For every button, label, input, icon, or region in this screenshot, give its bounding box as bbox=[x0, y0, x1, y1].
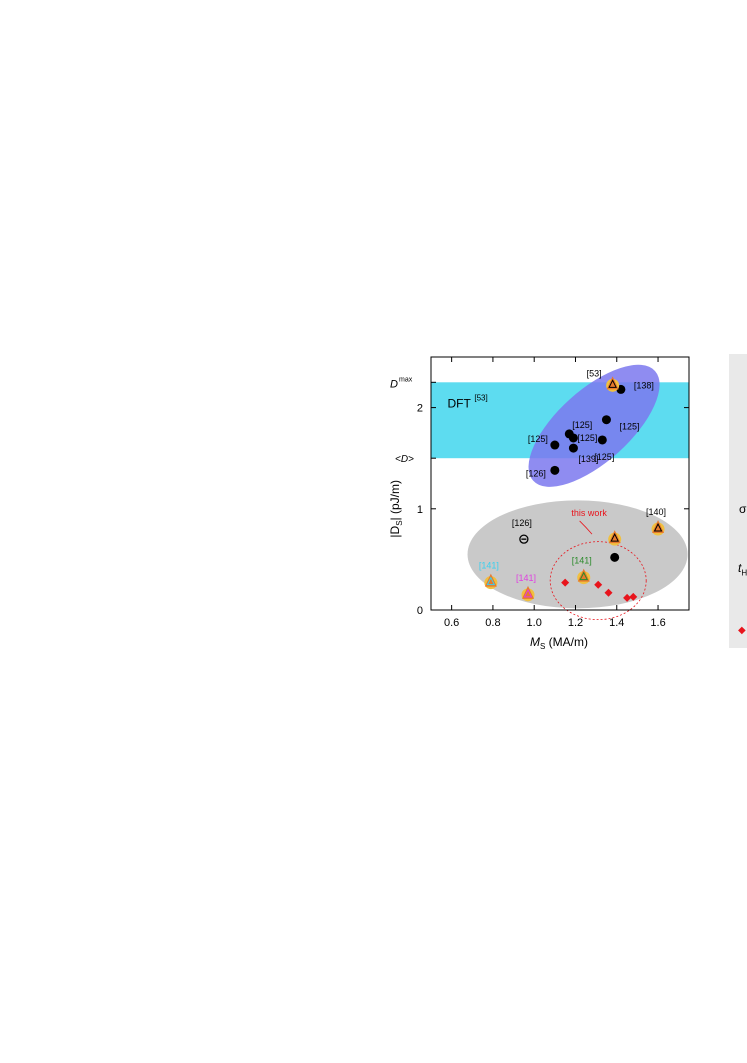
y-tick-label: 2 bbox=[417, 403, 423, 415]
legend-sigma: σ bbox=[739, 502, 747, 516]
data-point-label: [125] bbox=[594, 452, 614, 462]
legend-panel: σ tH ◆ bbox=[729, 354, 747, 648]
gray-region-ellipse bbox=[467, 500, 688, 609]
data-point-open-circle bbox=[519, 534, 529, 544]
legend-diamond-symbol: ◆ bbox=[738, 625, 746, 636]
data-point-diamond bbox=[561, 578, 570, 587]
data-point-label: [141] bbox=[516, 573, 536, 583]
x-tick-label: 1.6 bbox=[650, 617, 665, 629]
plot-frame bbox=[430, 356, 690, 611]
data-point-triangle-inner bbox=[653, 522, 663, 532]
data-point-filled-circle bbox=[568, 443, 578, 453]
x-tick-label: 1.0 bbox=[527, 617, 542, 629]
dft-band-label: DFT bbox=[448, 397, 472, 411]
data-point-filled-circle bbox=[568, 433, 578, 443]
data-point-triangle-inner bbox=[523, 588, 533, 598]
y-tick-label-dmax: D bbox=[390, 378, 398, 390]
x-tick-label: 0.8 bbox=[485, 617, 500, 629]
data-point-triangle-inner bbox=[486, 576, 496, 586]
this-work-pointer bbox=[579, 520, 593, 535]
data-point-label: [126] bbox=[526, 468, 546, 478]
y-tick-label-dmax-sup: max bbox=[399, 376, 413, 383]
data-point-label: [141] bbox=[572, 556, 592, 566]
data-point-triangle-inner bbox=[608, 379, 617, 388]
data-point-label: [125] bbox=[619, 422, 639, 432]
data-point-diamond bbox=[594, 580, 603, 589]
data-point-label: [126] bbox=[512, 518, 532, 528]
data-point-label: [140] bbox=[646, 507, 666, 517]
data-point-triangle-inner bbox=[610, 533, 620, 542]
blue-region-ellipse bbox=[528, 364, 660, 487]
y-tick-label-davg: <D> bbox=[395, 454, 414, 465]
data-point-diamond bbox=[604, 588, 613, 597]
data-point-label: [125] bbox=[577, 433, 597, 443]
x-tick-label: 0.6 bbox=[444, 617, 459, 629]
data-point-label: [141] bbox=[479, 561, 499, 571]
y-tick-label: 0 bbox=[417, 605, 423, 617]
data-point-label: [139] bbox=[578, 454, 598, 464]
data-point-label: [53] bbox=[587, 368, 602, 378]
data-point-filled-circle bbox=[550, 465, 560, 475]
x-tick-label: 1.2 bbox=[568, 617, 583, 629]
data-point-triangle-inner bbox=[579, 571, 589, 581]
data-point-label: [138] bbox=[634, 380, 654, 390]
data-point-label: [125] bbox=[572, 420, 592, 430]
data-point-filled-circle bbox=[601, 415, 611, 425]
x-tick-label: 1.4 bbox=[609, 617, 624, 629]
this-work-dashed-circle bbox=[549, 541, 647, 621]
dft-band-ref: [53] bbox=[474, 394, 487, 403]
x-axis-label: MS (MA/m) bbox=[530, 635, 588, 651]
data-point-diamond bbox=[623, 593, 632, 602]
data-point-label: [125] bbox=[528, 434, 548, 444]
data-point-diamond bbox=[629, 592, 638, 601]
data-point-filled-circle bbox=[550, 440, 560, 450]
this-work-label: this work bbox=[571, 508, 607, 518]
legend-t: tH bbox=[738, 561, 747, 578]
data-point-filled-circle bbox=[610, 552, 620, 562]
y-axis-label: |DS| (pJ/m) bbox=[388, 480, 404, 538]
data-point-filled-circle bbox=[597, 435, 607, 445]
y-tick-label: 1 bbox=[417, 504, 423, 516]
